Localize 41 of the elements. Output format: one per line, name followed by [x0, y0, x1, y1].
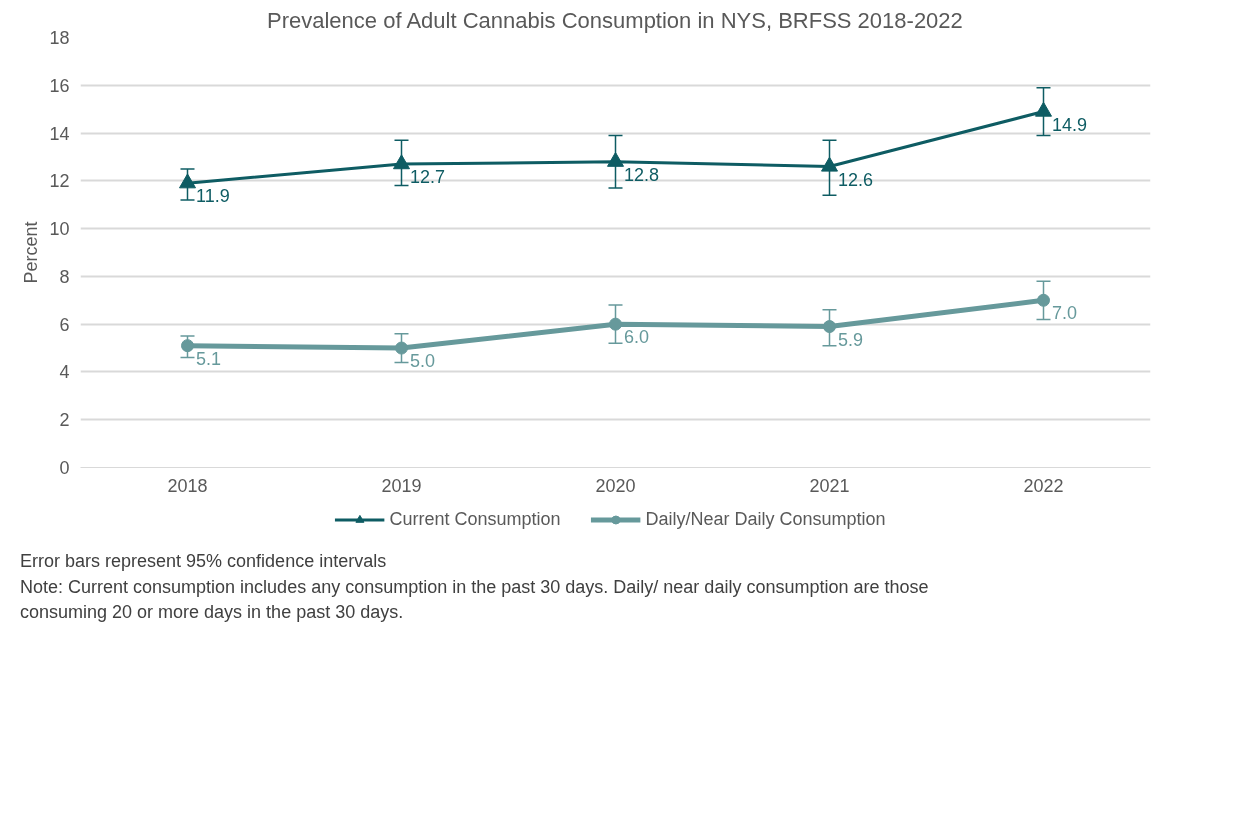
y-tick-label: 6	[59, 314, 70, 335]
data-label: 5.0	[410, 351, 436, 372]
point	[823, 320, 836, 334]
y-tick-label: 18	[49, 28, 70, 48]
x-tick-label: 2022	[1023, 475, 1064, 496]
y-tick-label: 4	[59, 362, 70, 383]
legend-label: Daily/Near Daily Consumption	[645, 508, 886, 530]
point	[181, 339, 194, 353]
y-tick-label: 0	[59, 458, 70, 478]
point	[821, 156, 838, 172]
data-label: 5.1	[196, 348, 222, 369]
y-tick-label: 2	[59, 410, 70, 431]
point	[393, 154, 410, 170]
data-label: 7.0	[1052, 303, 1078, 324]
data-label: 12.8	[624, 164, 660, 185]
data-label: 12.7	[410, 167, 446, 188]
x-tick-label: 2020	[595, 475, 636, 496]
text: Note: Current consumption includes any consumption in the past 30 days. Daily/ near daily consumption are those consuming 20 or more days in the past 30 days.	[20, 575, 930, 625]
x-tick-label: 2018	[167, 475, 208, 496]
y-tick-label: 12	[49, 171, 70, 192]
y-tick-label: 16	[49, 75, 70, 96]
data-label: 14.9	[1052, 114, 1088, 135]
point	[395, 341, 408, 355]
point	[607, 151, 624, 167]
x-tick-label: 2021	[809, 475, 850, 496]
data-label: 5.9	[838, 329, 864, 350]
point	[1037, 293, 1050, 307]
y-tick-label: 8	[59, 266, 70, 287]
point	[609, 317, 622, 331]
point	[1035, 101, 1052, 117]
legend-label: Current Consumption	[389, 508, 561, 530]
data-label: 11.9	[196, 186, 230, 207]
x-tick-label: 2019	[381, 475, 422, 496]
chart-title: Prevalence of Adult Cannabis Consumption in NYS, BRFSS 2018-2022	[266, 7, 963, 33]
text: Error bars represent 95% confidence intervals	[20, 550, 388, 573]
data-label: 6.0	[624, 327, 650, 348]
data-label: 12.6	[838, 169, 874, 190]
y-axis-title: Percent	[21, 221, 42, 284]
point	[179, 173, 196, 189]
y-tick-label: 10	[49, 219, 70, 240]
y-tick-label: 14	[49, 123, 70, 144]
